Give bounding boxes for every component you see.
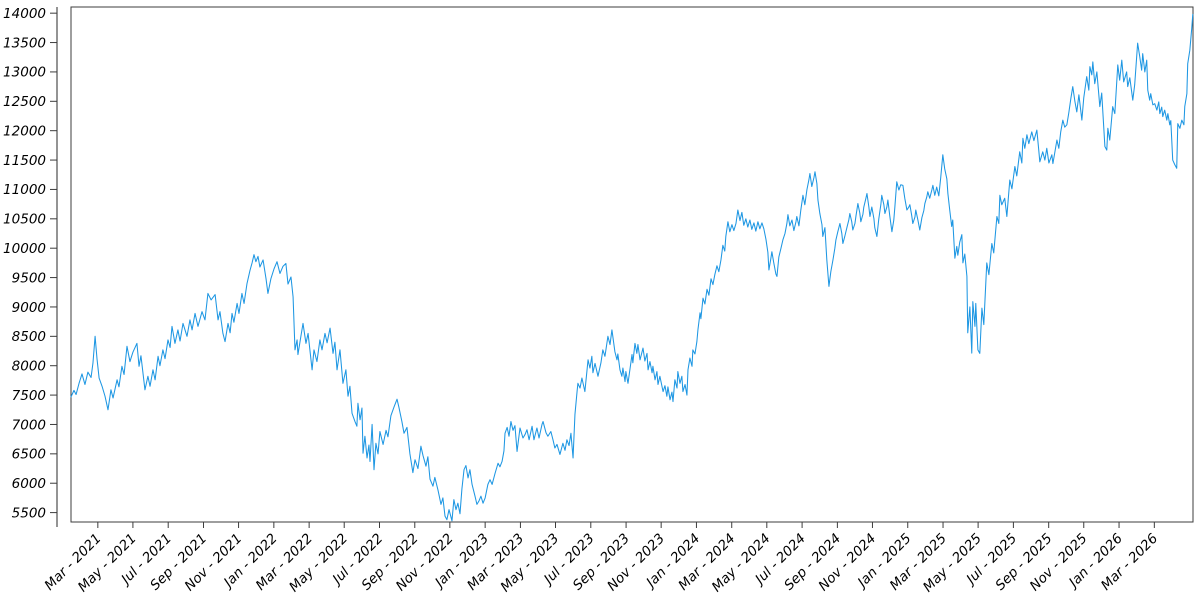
y-tick-label: 13500 — [3, 35, 46, 51]
y-tick-label: 7500 — [12, 388, 46, 404]
y-tick-label: 8000 — [12, 359, 46, 375]
y-tick-label: 10000 — [3, 241, 46, 257]
y-tick-label: 9500 — [12, 270, 46, 286]
y-tick-label: 9000 — [12, 300, 46, 316]
y-tick-label: 11000 — [3, 182, 46, 198]
y-tick-label: 13000 — [3, 65, 46, 81]
price-line — [70, 13, 1194, 522]
y-tick-label: 8500 — [12, 329, 46, 345]
y-tick-label: 6500 — [12, 447, 46, 463]
y-tick-label: 11500 — [3, 153, 46, 169]
y-tick-label: 5500 — [12, 505, 46, 521]
y-tick-label: 7000 — [12, 417, 46, 433]
y-tick-label: 12000 — [3, 123, 46, 139]
y-tick-label: 10500 — [3, 212, 46, 228]
y-tick-label: 14000 — [3, 6, 46, 22]
y-tick-label: 6000 — [12, 476, 46, 492]
y-tick-label: 12500 — [3, 94, 46, 110]
plot-border — [70, 6, 1194, 523]
